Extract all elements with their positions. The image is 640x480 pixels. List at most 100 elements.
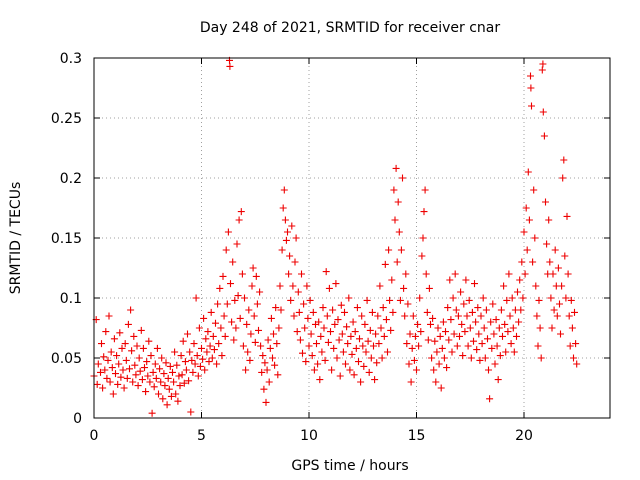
data-point: [546, 258, 554, 266]
data-point: [300, 300, 308, 308]
data-point: [335, 336, 343, 344]
data-point: [390, 186, 398, 194]
data-point: [270, 330, 277, 338]
data-point: [486, 395, 494, 403]
data-point: [449, 294, 457, 302]
data-point: [380, 332, 388, 340]
data-point: [433, 348, 441, 356]
data-point: [274, 371, 282, 379]
data-point: [391, 216, 399, 224]
data-point: [182, 366, 190, 374]
data-point: [480, 324, 488, 332]
x-tick-label: 15: [408, 428, 426, 444]
data-point: [246, 356, 254, 364]
data-point: [193, 352, 201, 360]
data-point: [527, 72, 534, 80]
data-point: [407, 378, 415, 386]
data-point: [214, 300, 222, 308]
data-point: [355, 358, 362, 366]
data-point: [122, 356, 130, 364]
data-point: [120, 384, 128, 392]
data-point: [377, 324, 385, 332]
data-point: [396, 296, 404, 304]
data-point: [210, 346, 218, 354]
data-point: [553, 312, 561, 320]
data-point: [262, 398, 270, 406]
data-point: [476, 356, 484, 364]
data-point: [465, 296, 473, 304]
data-point: [327, 328, 334, 336]
data-point: [224, 228, 232, 236]
data-point: [527, 84, 535, 92]
data-point: [227, 280, 234, 288]
data-point: [284, 228, 291, 236]
data-point: [550, 306, 558, 314]
grid: [94, 58, 610, 418]
data-point: [420, 208, 428, 216]
data-point: [405, 360, 413, 368]
data-point: [489, 300, 497, 308]
data-point: [374, 312, 382, 320]
data-point: [411, 332, 419, 340]
data-point: [236, 314, 244, 322]
data-point: [404, 300, 412, 308]
data-point: [275, 324, 283, 332]
data-point: [303, 282, 311, 290]
data-point: [131, 361, 139, 369]
data-point: [435, 360, 443, 368]
data-point: [133, 342, 141, 350]
data-point: [235, 216, 243, 224]
data-point: [572, 340, 580, 348]
data-point: [295, 308, 303, 316]
data-point: [248, 282, 256, 290]
data-point: [121, 340, 129, 348]
data-point: [392, 164, 400, 172]
data-point: [557, 330, 564, 338]
data-point: [539, 108, 547, 116]
data-point: [532, 282, 540, 290]
data-point: [439, 318, 447, 326]
data-point: [502, 348, 510, 356]
data-point: [548, 324, 556, 332]
data-point: [493, 342, 501, 350]
data-point: [446, 276, 454, 284]
data-point: [462, 276, 470, 284]
data-point: [559, 174, 567, 182]
data-point: [466, 324, 474, 332]
data-point: [375, 340, 383, 348]
data-point: [417, 328, 425, 336]
data-point: [151, 360, 159, 368]
data-point: [338, 330, 346, 338]
data-point: [472, 318, 480, 326]
data-point: [135, 354, 143, 362]
data-point: [127, 306, 135, 314]
data-point: [350, 371, 358, 379]
data-point: [293, 328, 301, 336]
data-point: [322, 268, 330, 276]
data-point: [415, 342, 423, 350]
data-point: [128, 347, 136, 355]
data-point: [400, 284, 408, 292]
data-point: [306, 296, 314, 304]
data-point: [422, 270, 430, 278]
data-point: [256, 288, 264, 296]
data-point: [440, 354, 448, 362]
data-point: [495, 324, 503, 332]
data-point: [370, 342, 377, 350]
data-point: [101, 366, 109, 374]
data-point: [568, 324, 576, 332]
data-point: [436, 332, 444, 340]
data-point: [419, 234, 427, 242]
data-point: [141, 364, 148, 372]
data-point: [291, 258, 299, 266]
data-point: [144, 372, 152, 380]
data-point: [165, 385, 173, 393]
data-point: [179, 337, 187, 345]
data-point: [199, 355, 207, 363]
data-point: [237, 208, 245, 216]
data-point: [488, 344, 496, 352]
data-point: [481, 354, 489, 362]
data-point: [298, 270, 305, 278]
data-point: [549, 270, 557, 278]
